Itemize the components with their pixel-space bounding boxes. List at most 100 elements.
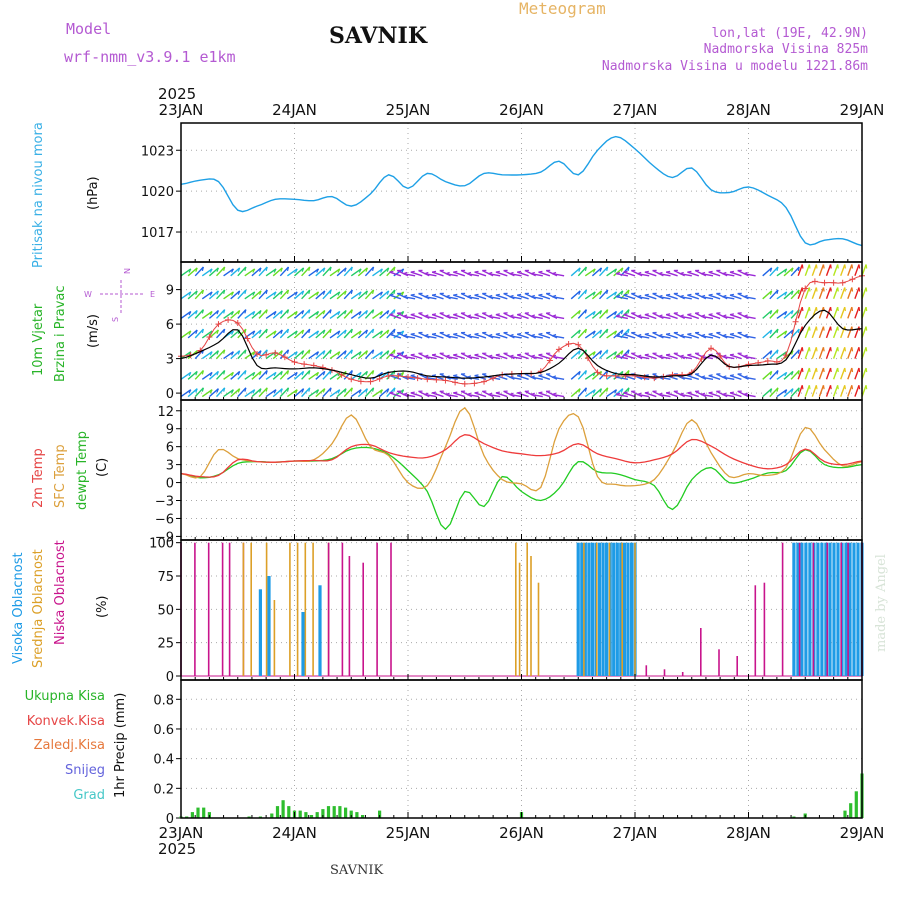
gust-marker [244,335,251,342]
wind-arrow [445,273,458,277]
gust-marker [385,372,392,379]
wind-arrow-head [801,347,804,352]
wind-arrow [208,388,219,398]
cloud-bar-mid [242,542,245,676]
gust-marker [471,380,478,387]
wind-arrow [357,388,368,398]
y-tick-label: −3 [155,495,174,510]
wind-arrow-head [424,354,429,358]
wind-arrow-head [259,329,262,335]
wind-arrow [722,355,735,360]
wind-arrow [762,267,773,277]
wind-arrow [847,347,853,359]
wind-arrow-head [445,333,450,337]
cloud-bar-high [804,542,808,676]
wind-arrow-head [729,391,735,394]
wind-arrow-head [231,330,234,335]
wind-arrow-head [337,291,341,296]
precip-bar [338,806,342,818]
wind-arrow-head [453,332,458,335]
cloud-bar-high [800,542,804,676]
wind-arrow [445,355,458,360]
cloud-bar-mid [634,542,636,676]
wind-arrow [389,271,402,277]
wind-arrow [623,333,636,339]
wind-arrow-head [776,266,779,272]
wind-arrow [279,289,290,300]
wind-arrow-head [822,347,825,352]
temp-unit: (C) [95,458,110,477]
wind-arrow [811,367,818,380]
wind-arrow [591,388,602,398]
wind-arrow-head [722,333,727,337]
wind-arrow [379,267,390,277]
wind-arrow-head [445,314,450,317]
wind-arrow [251,290,262,300]
wind-arrow [762,309,773,319]
wind-arrow-head [301,388,305,393]
wind-arrow-head [372,309,375,314]
wind-arrow-head [316,291,320,296]
wind-arrow [818,347,825,359]
cloud-bar-low [763,582,766,676]
cloud-bar-high [629,542,634,676]
signature: made by Angel [874,554,889,652]
wind-arrow-head [393,266,396,272]
cloud-bar-high [622,542,626,676]
wind-arrow-head [729,374,735,377]
wind-arrow [180,291,192,300]
wind-arrow-head [808,347,811,352]
wind-arrow-head [851,264,854,269]
wind-arrow [194,387,204,398]
wind-arrow [201,291,213,300]
wind-arrow-head [679,354,684,358]
wind-arrow-head [280,371,283,376]
wind-arrow-head [495,353,500,356]
wind-arrow [301,309,311,319]
wind-arrow [315,350,326,360]
wind-arrow [832,326,839,339]
wind-arrow [840,306,846,319]
wind-arrow [832,287,839,300]
wind-arrow [637,376,650,380]
wind-arrow [488,273,501,277]
wind-arrow-head [722,354,727,358]
wind-arrow-head [614,268,618,273]
wind-arrow-head [308,309,311,314]
wind-arrow-head [237,290,241,295]
wind-arrow-head [743,294,748,298]
wind-arrow-head [466,392,472,396]
wind-arrow-head [466,294,472,298]
cloud-low-label: Niska Oblacnost [53,540,68,645]
gust-marker [461,380,468,387]
wind-arrow [201,389,213,398]
wind-arrow-head [410,270,415,273]
legend-freezing-rain: Zaledj.Kisa [34,738,105,753]
wind-arrow-head [552,392,557,396]
y-tick-label: 1017 [141,226,174,241]
wind-arrow-head [393,387,396,392]
wind-arrow-head [599,388,603,393]
wind-arrow [825,326,832,339]
wind-arrow-head [386,350,390,355]
wind-arrow-head [372,289,375,295]
temp-side-labels: 2m Temp SFC Temp dewpt Temp (C) [31,431,110,510]
wind-arrow-head [851,367,854,373]
wind-arrow-head [851,385,854,390]
wind-arrow [804,306,811,319]
wind-arrow [357,329,368,339]
wind-arrow-head [743,392,748,396]
wind-arrow [237,328,247,339]
wind-arrow [665,354,678,360]
wind-arrow [424,273,437,277]
wind-arrow-head [403,314,408,317]
wind-arrow [379,309,390,319]
wind-arrow [265,291,277,300]
wind-arrow [431,294,444,300]
wind-arrow [308,268,319,277]
gust-marker [546,357,553,364]
dewpt-line [180,446,863,531]
cloud-bar-low [221,542,224,676]
wind-arrow-head [858,347,861,352]
wind-arrow [679,393,692,398]
